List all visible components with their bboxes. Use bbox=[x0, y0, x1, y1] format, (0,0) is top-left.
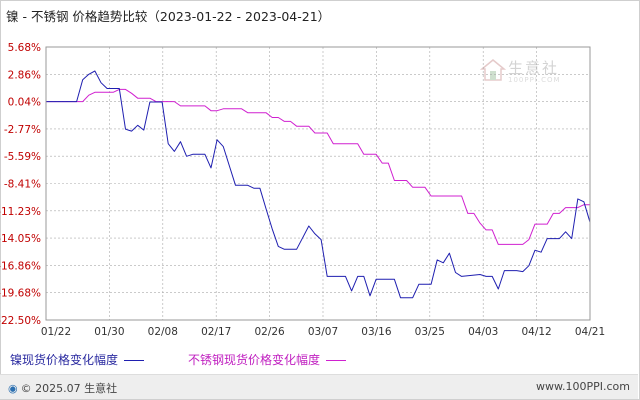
watermark-subtext: 100PPI.COM bbox=[508, 76, 561, 84]
watermark-logo: 生意社 100PPI.COM bbox=[479, 57, 580, 87]
watermark-house-icon bbox=[479, 59, 507, 81]
y-tick-label: 0.04% bbox=[8, 97, 41, 109]
x-tick-label: 02/26 bbox=[254, 326, 285, 338]
legend-swatch-stainless bbox=[326, 360, 347, 361]
horizontal-gridlines bbox=[46, 74, 590, 294]
y-tick-label: -5.59% bbox=[4, 151, 41, 163]
watermark-text: 生意社 bbox=[508, 59, 560, 77]
x-tick-label: 01/30 bbox=[94, 326, 124, 338]
y-tick-label: -22.50% bbox=[0, 315, 41, 327]
legend-item-stainless: 不锈钢现货价格变化幅度 bbox=[188, 351, 347, 368]
x-tick-label: 03/16 bbox=[361, 326, 392, 338]
legend-label-nickel: 镍现货价格变化幅度 bbox=[10, 353, 119, 367]
x-tick-label: 02/17 bbox=[201, 326, 231, 338]
footer-copyright: ◉ © 2025.07 生意社 bbox=[8, 380, 117, 396]
y-tick-label: -2.77% bbox=[4, 124, 41, 136]
y-tick-label: -19.68% bbox=[0, 288, 41, 300]
x-axis-tick-labels: 01/22 01/30 02/08 02/17 02/26 03/07 03/16 03/25… bbox=[41, 326, 605, 338]
y-tick-label: 2.86% bbox=[8, 69, 41, 81]
chart-title: 镍 - 不锈钢 价格趋势比较（2023-01-22 - 2023-04-21） bbox=[6, 9, 331, 24]
x-tick-label: 03/07 bbox=[308, 326, 338, 338]
y-tick-label: 5.68% bbox=[8, 42, 41, 54]
legend-item-nickel: 镍现货价格变化幅度 bbox=[10, 351, 145, 368]
globe-icon: ◉ bbox=[8, 382, 18, 395]
x-tick-label: 04/12 bbox=[521, 326, 551, 338]
x-tick-label: 01/22 bbox=[41, 326, 71, 338]
series-lines bbox=[46, 70, 591, 299]
footer-site-link[interactable]: www.100PPI.com bbox=[536, 380, 630, 393]
x-tick-label: 02/08 bbox=[148, 326, 178, 338]
x-tick-label: 04/03 bbox=[468, 326, 498, 338]
y-tick-label: -16.86% bbox=[0, 260, 41, 272]
y-tick-label: -8.41% bbox=[4, 179, 41, 191]
x-tick-label: 03/25 bbox=[415, 326, 445, 338]
series-line-nickel bbox=[46, 70, 591, 299]
x-tick-label: 04/21 bbox=[575, 326, 605, 338]
legend-swatch-nickel bbox=[124, 360, 145, 361]
footer-bar: ◉ © 2025.07 生意社 www.100PPI.com bbox=[0, 374, 638, 399]
legend-label-stainless: 不锈钢现货价格变化幅度 bbox=[188, 353, 321, 367]
series-line-stainless bbox=[46, 88, 590, 245]
plot-border bbox=[45, 46, 591, 321]
y-axis-tick-labels: 5.68% 2.86% 0.04% -2.77% -5.59% -8.41% -11.23%… bbox=[0, 42, 41, 327]
footer-copyright-text: © 2025.07 生意社 bbox=[20, 382, 118, 395]
y-tick-label: -14.05% bbox=[0, 233, 41, 245]
y-tick-label: -11.23% bbox=[0, 206, 41, 218]
